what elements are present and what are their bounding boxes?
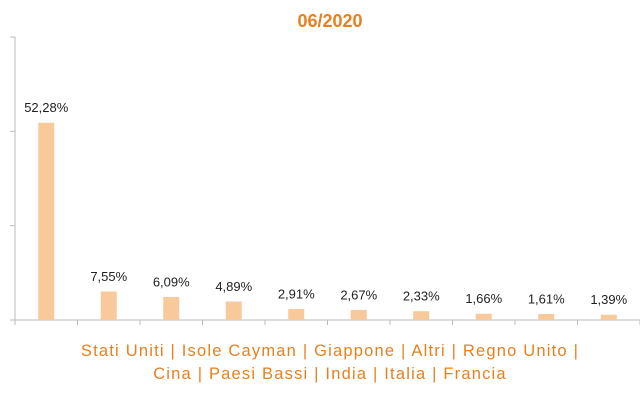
data-label: 52,28%	[24, 100, 69, 115]
bar	[38, 122, 55, 320]
bar	[538, 313, 555, 320]
bar	[100, 291, 117, 320]
data-label: 2,67%	[340, 287, 377, 302]
bar	[163, 297, 180, 320]
data-label: 2,91%	[278, 286, 315, 301]
bar	[350, 309, 367, 320]
data-label: 4,89%	[215, 279, 252, 294]
data-label: 7,55%	[90, 269, 127, 284]
bar	[475, 313, 492, 320]
bar	[288, 309, 305, 320]
x-axis-label: Stati Uniti | Isole Cayman | Giappone | …	[80, 342, 580, 383]
data-label: 1,66%	[465, 291, 502, 306]
bar	[225, 301, 242, 320]
chart-title: 06/2020	[297, 11, 362, 31]
data-label: 1,39%	[590, 292, 627, 307]
data-label: 6,09%	[153, 274, 190, 289]
bar	[413, 311, 430, 320]
bar	[600, 314, 617, 320]
data-label: 2,33%	[403, 289, 440, 304]
data-label: 1,61%	[528, 291, 565, 306]
